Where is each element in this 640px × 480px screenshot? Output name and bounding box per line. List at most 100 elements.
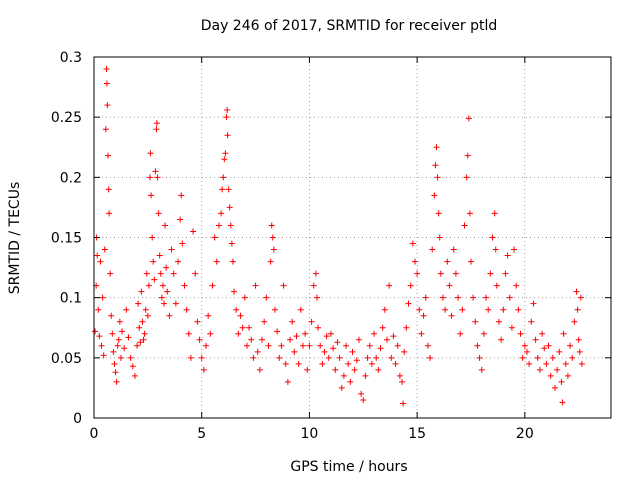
data-point bbox=[269, 234, 276, 241]
data-point bbox=[515, 306, 522, 313]
data-point bbox=[149, 234, 156, 241]
data-point bbox=[203, 342, 210, 349]
data-point bbox=[261, 318, 268, 325]
data-point bbox=[480, 330, 487, 337]
data-point bbox=[282, 360, 289, 367]
data-point bbox=[319, 360, 326, 367]
data-point bbox=[362, 372, 369, 379]
data-point bbox=[250, 354, 257, 361]
data-point bbox=[144, 312, 151, 319]
data-point bbox=[213, 258, 220, 265]
data-point bbox=[256, 366, 263, 373]
data-point bbox=[373, 354, 380, 361]
data-point bbox=[340, 372, 347, 379]
data-point bbox=[485, 306, 492, 313]
data-point bbox=[196, 336, 203, 343]
data-point bbox=[284, 378, 291, 385]
data-point bbox=[483, 294, 490, 301]
data-point bbox=[433, 144, 440, 151]
data-point bbox=[400, 400, 407, 407]
data-point bbox=[159, 282, 166, 289]
data-point bbox=[297, 306, 304, 313]
data-point bbox=[170, 270, 177, 277]
data-point bbox=[444, 258, 451, 265]
data-point bbox=[162, 222, 169, 229]
data-point bbox=[571, 318, 578, 325]
data-point bbox=[559, 399, 566, 406]
data-point bbox=[163, 264, 170, 271]
data-point bbox=[289, 318, 296, 325]
data-point bbox=[108, 312, 115, 319]
data-point bbox=[306, 342, 313, 349]
data-point bbox=[105, 152, 112, 159]
data-point bbox=[211, 234, 218, 241]
data-point bbox=[437, 270, 444, 277]
data-point bbox=[390, 333, 397, 340]
data-point bbox=[427, 354, 434, 361]
data-point bbox=[358, 390, 365, 397]
data-point bbox=[220, 174, 227, 181]
data-point bbox=[508, 324, 515, 331]
data-point bbox=[521, 342, 528, 349]
data-point bbox=[401, 348, 408, 355]
data-point bbox=[575, 336, 582, 343]
data-point bbox=[156, 252, 163, 259]
data-point bbox=[293, 333, 300, 340]
data-point bbox=[436, 234, 443, 241]
data-point bbox=[375, 366, 382, 373]
data-point bbox=[274, 328, 281, 335]
x-axis-label: GPS time / hours bbox=[290, 459, 407, 475]
data-point bbox=[226, 204, 233, 211]
data-point bbox=[153, 126, 160, 133]
data-point bbox=[403, 324, 410, 331]
data-point bbox=[459, 306, 466, 313]
data-point bbox=[450, 246, 457, 253]
data-point bbox=[198, 354, 205, 361]
data-point bbox=[493, 282, 500, 289]
data-point bbox=[360, 396, 367, 403]
data-point bbox=[246, 324, 253, 331]
data-point bbox=[141, 330, 148, 337]
data-point bbox=[466, 210, 473, 217]
data-point bbox=[457, 330, 464, 337]
data-point bbox=[175, 258, 182, 265]
data-point bbox=[312, 270, 319, 277]
data-point bbox=[405, 300, 412, 307]
data-point bbox=[265, 342, 272, 349]
x-tick-label: 5 bbox=[197, 426, 206, 442]
x-tick-label: 10 bbox=[301, 426, 319, 442]
data-point bbox=[109, 330, 116, 337]
data-point bbox=[492, 246, 499, 253]
data-point bbox=[543, 360, 550, 367]
data-point bbox=[399, 378, 406, 385]
y-tick-label: 0.1 bbox=[60, 291, 82, 307]
data-point bbox=[526, 360, 533, 367]
data-point bbox=[271, 306, 278, 313]
data-point bbox=[573, 288, 580, 295]
data-point bbox=[219, 186, 226, 193]
data-point bbox=[183, 306, 190, 313]
data-point bbox=[569, 354, 576, 361]
data-point bbox=[534, 354, 541, 361]
data-point bbox=[551, 384, 558, 391]
chart-title: Day 246 of 2017, SRMTID for receiver ptl… bbox=[201, 18, 498, 34]
data-point bbox=[472, 318, 479, 325]
data-point bbox=[221, 156, 228, 163]
data-point bbox=[147, 174, 154, 181]
data-point bbox=[100, 352, 107, 359]
data-point bbox=[368, 360, 375, 367]
y-tick-label: 0.05 bbox=[51, 351, 82, 367]
data-point bbox=[103, 66, 110, 73]
data-point bbox=[107, 270, 114, 277]
data-point bbox=[299, 342, 306, 349]
data-point bbox=[94, 252, 101, 259]
data-point bbox=[205, 312, 212, 319]
data-point bbox=[556, 348, 563, 355]
data-point bbox=[178, 192, 185, 199]
data-point bbox=[431, 192, 438, 199]
data-point bbox=[323, 333, 330, 340]
data-point bbox=[532, 336, 539, 343]
data-point bbox=[152, 168, 159, 175]
data-point bbox=[366, 342, 373, 349]
y-tick-label: 0.15 bbox=[51, 231, 82, 247]
